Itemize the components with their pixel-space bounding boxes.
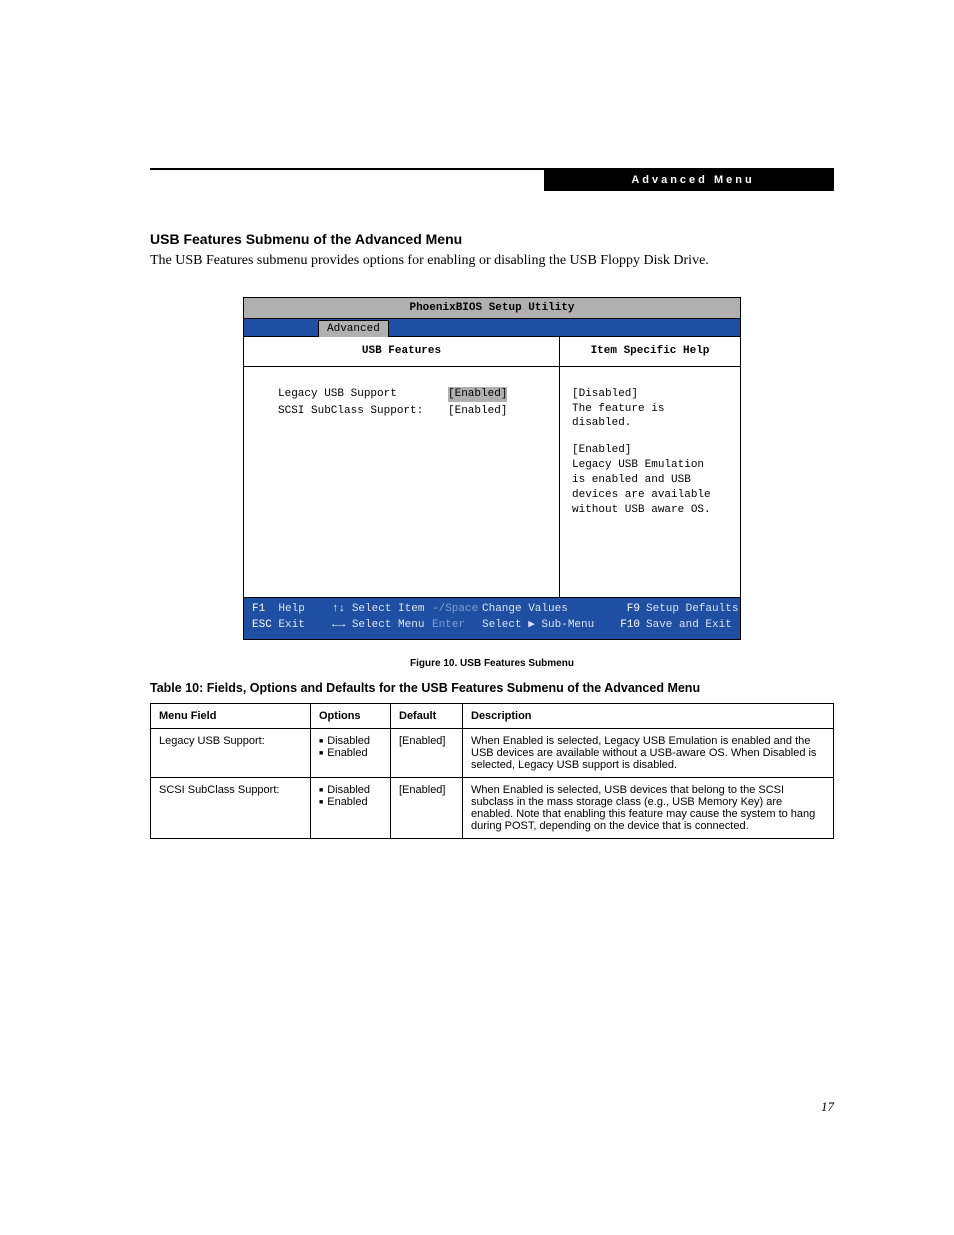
cell-field: SCSI SubClass Support: bbox=[151, 777, 311, 838]
cell-options: ■Disabled ■Enabled bbox=[311, 728, 391, 777]
help-disabled-label: [Disabled] bbox=[572, 387, 730, 402]
help-enabled-line: without USB aware OS. bbox=[572, 503, 730, 518]
setting-value[interactable]: [Enabled] bbox=[448, 404, 507, 419]
col-default: Default bbox=[391, 703, 463, 728]
help-enabled-label: [Enabled] bbox=[572, 443, 730, 458]
help-enabled-line: Legacy USB Emulation bbox=[572, 458, 730, 473]
bullet-icon: ■ bbox=[319, 750, 327, 757]
option-text: Enabled bbox=[327, 796, 367, 808]
setting-value-selected[interactable]: [Enabled] bbox=[448, 387, 507, 402]
bios-help-body: [Disabled] The feature is disabled. [Ena… bbox=[560, 367, 740, 597]
cell-field: Legacy USB Support: bbox=[151, 728, 311, 777]
bios-footer: F1 Help ↑↓ Select Item -/Space Change Va… bbox=[244, 597, 740, 639]
option-text: Disabled bbox=[327, 784, 370, 796]
bullet-icon: ■ bbox=[319, 787, 327, 794]
bios-help-pane: Item Specific Help [Disabled] The featur… bbox=[560, 337, 740, 597]
setting-label: Legacy USB Support bbox=[278, 387, 448, 402]
bullet-icon: ■ bbox=[319, 799, 327, 806]
bios-right-header: Item Specific Help bbox=[560, 337, 740, 367]
document-page: Advanced Menu USB Features Submenu of th… bbox=[0, 0, 954, 1235]
bios-footer-row: ESC Exit ←→ Select Menu Enter Select ▶ S… bbox=[252, 618, 732, 634]
help-disabled-text: The feature is disabled. bbox=[572, 402, 730, 432]
table-title: Table 10: Fields, Options and Defaults f… bbox=[150, 681, 834, 695]
col-menu-field: Menu Field bbox=[151, 703, 311, 728]
key-leftright: ←→ bbox=[332, 619, 345, 631]
key-esc: ESC bbox=[252, 619, 272, 631]
option-text: Enabled bbox=[327, 747, 367, 759]
intro-text: The USB Features submenu provides option… bbox=[150, 253, 834, 269]
cell-default: [Enabled] bbox=[391, 728, 463, 777]
col-description: Description bbox=[463, 703, 834, 728]
bios-title: PhoenixBIOS Setup Utility bbox=[244, 298, 740, 319]
fn-exit: Exit bbox=[278, 619, 304, 631]
fn-save-exit: Save and Exit bbox=[646, 619, 732, 631]
bios-tab-advanced[interactable]: Advanced bbox=[318, 320, 389, 337]
header-label: Advanced Menu bbox=[544, 170, 834, 191]
page-number: 17 bbox=[821, 1099, 834, 1115]
key-enter: Enter bbox=[432, 619, 465, 631]
help-enabled: [Enabled] Legacy USB Emulation is enable… bbox=[572, 443, 730, 517]
header-bar: Advanced Menu bbox=[150, 170, 834, 191]
bios-screenshot: PhoenixBIOS Setup Utility Advanced USB F… bbox=[243, 297, 741, 640]
bios-left-pane: USB Features Legacy USB Support [Enabled… bbox=[244, 337, 560, 597]
key-f1: F1 bbox=[252, 603, 265, 615]
cell-description: When Enabled is selected, Legacy USB Emu… bbox=[463, 728, 834, 777]
fn-help: Help bbox=[278, 603, 304, 615]
fn-setup-defaults: Setup Defaults bbox=[646, 603, 738, 615]
table-row: SCSI SubClass Support: ■Disabled ■Enable… bbox=[151, 777, 834, 838]
bios-left-header: USB Features bbox=[244, 337, 559, 367]
section-title: USB Features Submenu of the Advanced Men… bbox=[150, 231, 834, 247]
bios-menubar: Advanced bbox=[244, 319, 740, 337]
bios-setting-row[interactable]: Legacy USB Support [Enabled] bbox=[278, 387, 551, 402]
fn-select-item: Select Item bbox=[352, 603, 425, 615]
key-space: -/Space bbox=[432, 603, 478, 615]
bios-setting-row[interactable]: SCSI SubClass Support: [Enabled] bbox=[278, 404, 551, 419]
cell-default: [Enabled] bbox=[391, 777, 463, 838]
setting-label: SCSI SubClass Support: bbox=[278, 404, 448, 419]
cell-options: ■Disabled ■Enabled bbox=[311, 777, 391, 838]
option-text: Disabled bbox=[327, 735, 370, 747]
fn-select-submenu: Select ▶ Sub-Menu bbox=[482, 619, 594, 631]
bios-settings-list: Legacy USB Support [Enabled] SCSI SubCla… bbox=[244, 367, 559, 597]
figure-caption: Figure 10. USB Features Submenu bbox=[150, 658, 834, 669]
fn-change-values: Change Values bbox=[482, 603, 568, 615]
table-header-row: Menu Field Options Default Description bbox=[151, 703, 834, 728]
col-options: Options bbox=[311, 703, 391, 728]
fields-table: Menu Field Options Default Description L… bbox=[150, 703, 834, 839]
help-enabled-line: is enabled and USB bbox=[572, 473, 730, 488]
help-disabled: [Disabled] The feature is disabled. bbox=[572, 387, 730, 432]
fn-select-menu: Select Menu bbox=[352, 619, 425, 631]
table-row: Legacy USB Support: ■Disabled ■Enabled [… bbox=[151, 728, 834, 777]
cell-description: When Enabled is selected, USB devices th… bbox=[463, 777, 834, 838]
help-enabled-line: devices are available bbox=[572, 488, 730, 503]
bios-footer-row: F1 Help ↑↓ Select Item -/Space Change Va… bbox=[252, 602, 732, 618]
bullet-icon: ■ bbox=[319, 738, 327, 745]
key-updown: ↑↓ bbox=[332, 603, 345, 615]
bios-body: USB Features Legacy USB Support [Enabled… bbox=[244, 337, 740, 597]
key-f9: F9 bbox=[627, 603, 640, 615]
key-f10: F10 bbox=[620, 619, 640, 631]
